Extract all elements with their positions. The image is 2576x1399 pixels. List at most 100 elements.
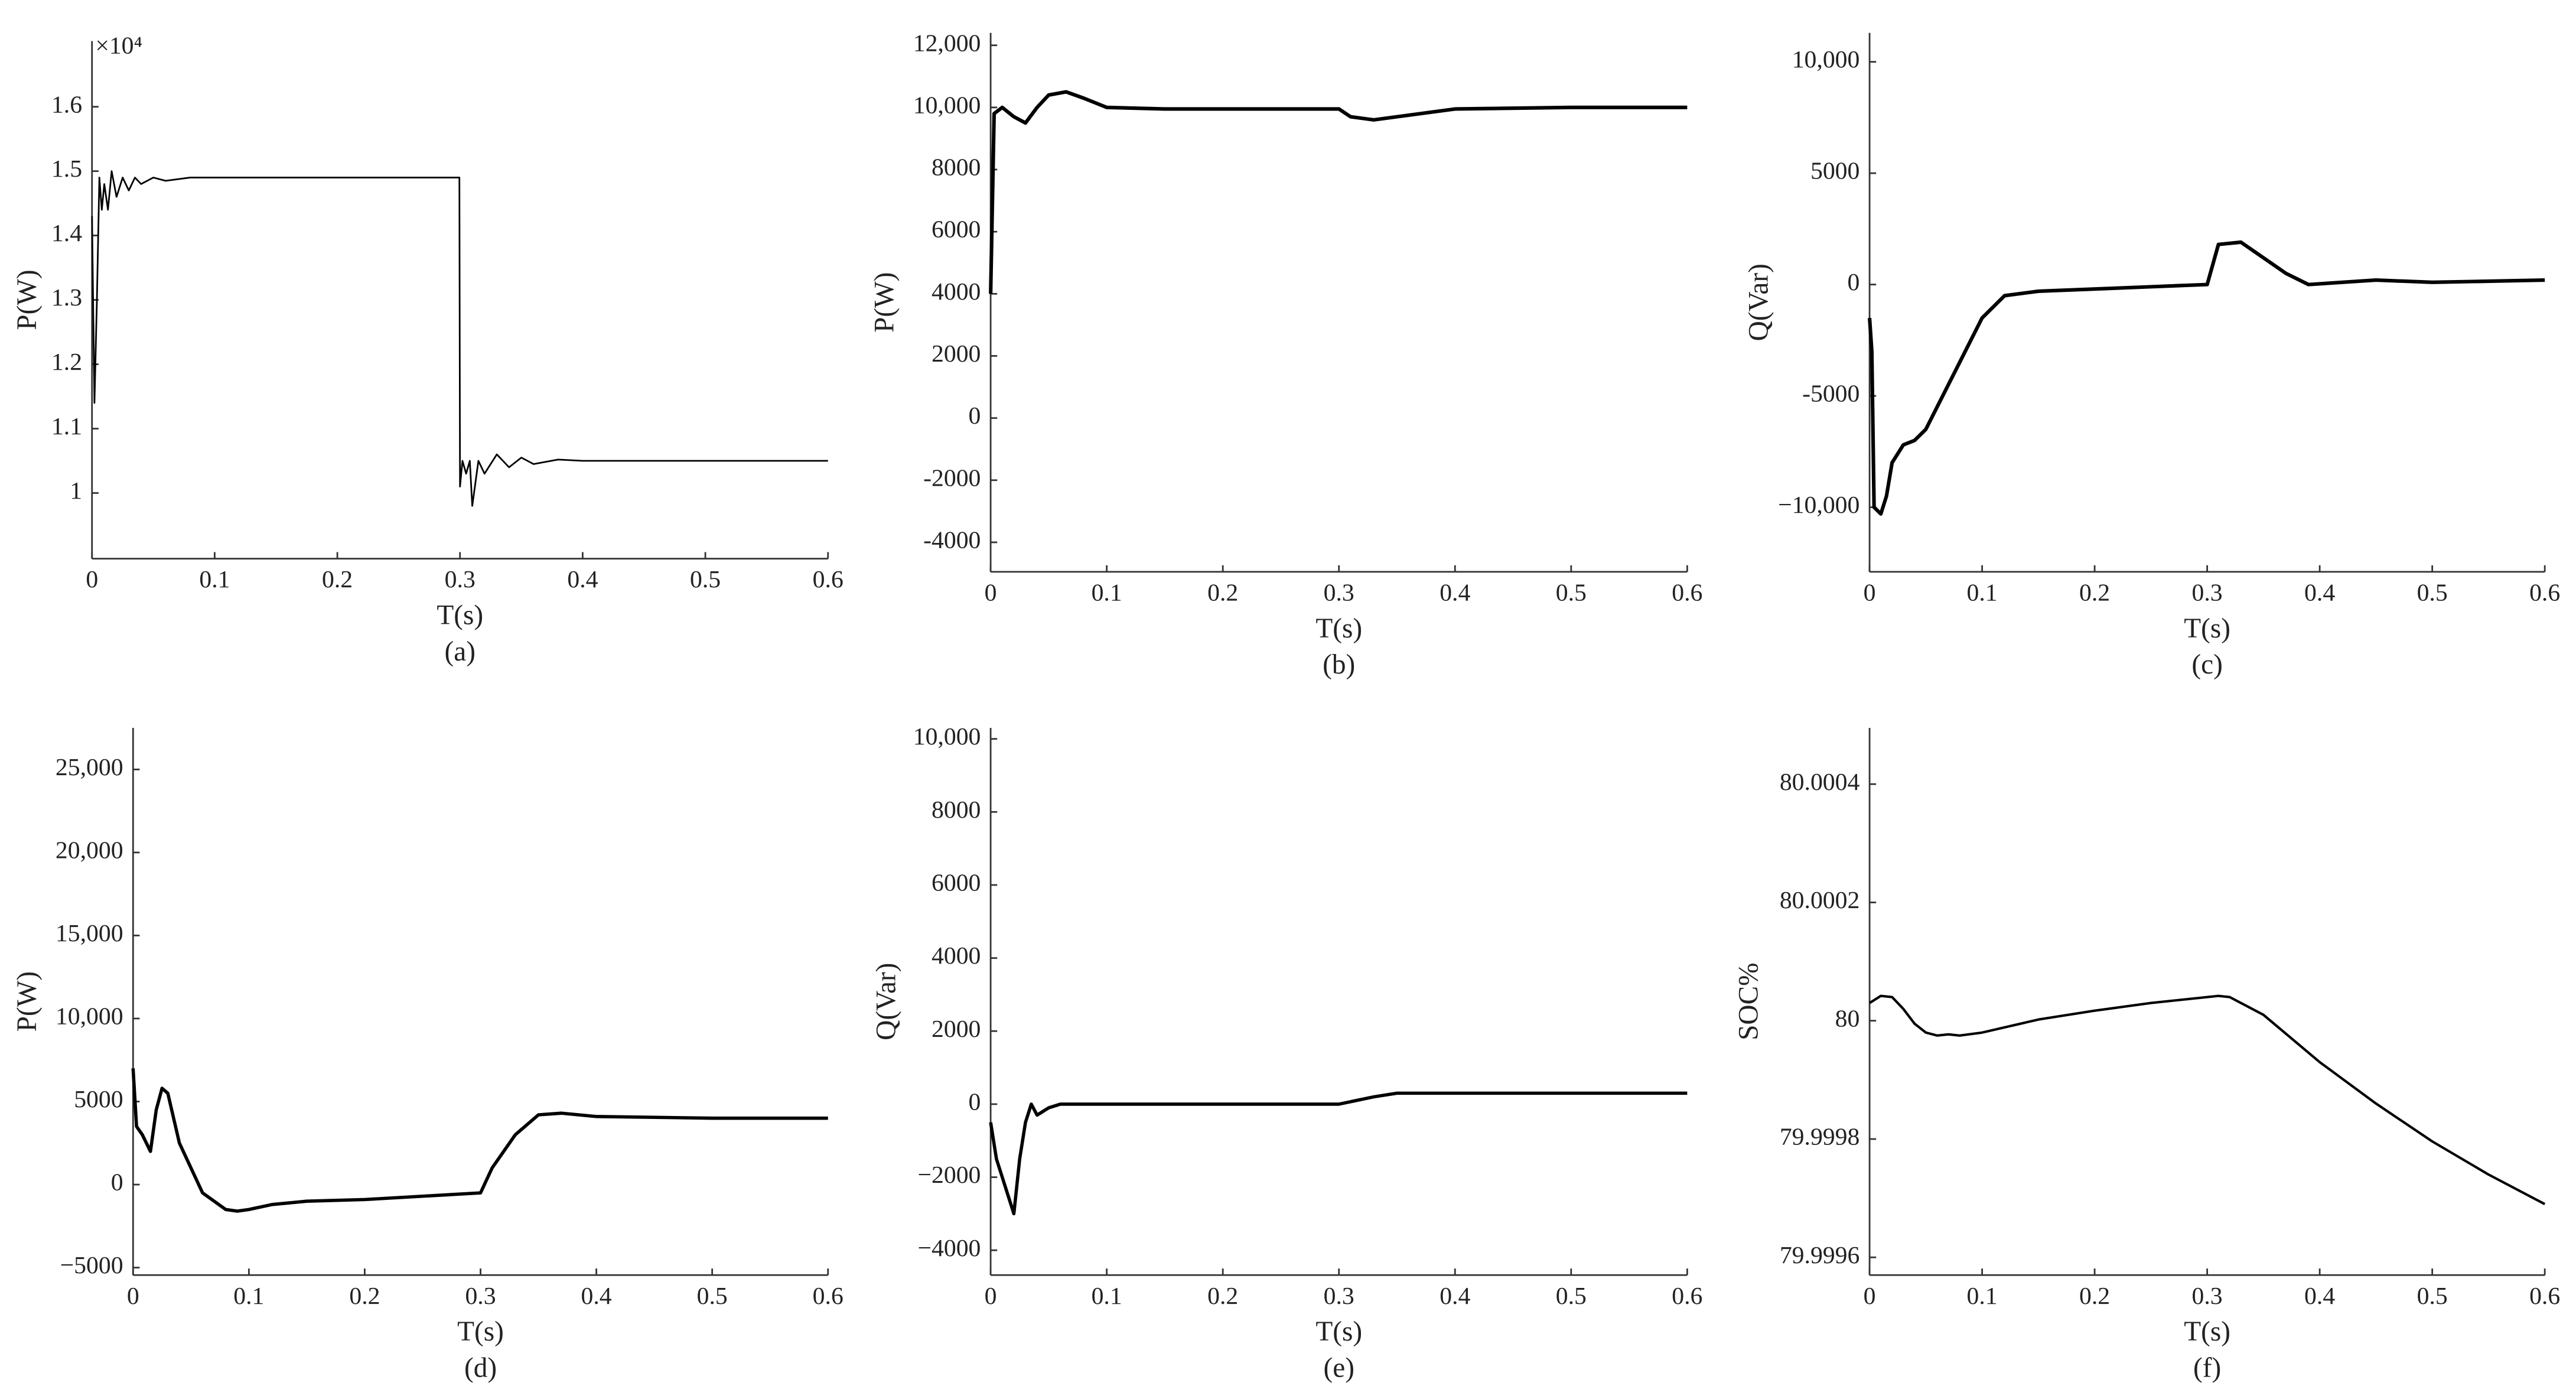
x-tick-label: 0.3 (2192, 579, 2223, 606)
y-tick-label: 4000 (932, 278, 981, 305)
x-tick-label: 0.1 (1092, 1283, 1122, 1310)
x-axis-label: T(s) (1315, 1316, 1362, 1347)
y-tick-label: 4000 (932, 942, 981, 969)
x-tick-label: 0.5 (1556, 1283, 1587, 1310)
y-tick-label: 1.3 (51, 284, 82, 311)
x-tick-label: 0.4 (1440, 579, 1470, 606)
x-tick-label: 0.2 (349, 1283, 380, 1310)
panel-caption: (a) (445, 636, 476, 667)
y-tick-label: 0 (111, 1169, 123, 1196)
x-tick-label: 0.4 (2304, 1283, 2335, 1310)
y-tick-label: −5000 (60, 1252, 123, 1279)
x-tick-label: 0.1 (1967, 579, 1998, 606)
y-tick-label: -4000 (923, 527, 981, 554)
x-tick-label: 0 (127, 1283, 139, 1310)
x-tick-label: 0.2 (2079, 1283, 2110, 1310)
y-tick-label: 1 (70, 477, 82, 505)
x-tick-label: 0.5 (2417, 579, 2448, 606)
panel-caption: (b) (1323, 649, 1355, 680)
x-tick-label: 0.1 (233, 1283, 264, 1310)
y-tick-label: 10,000 (913, 92, 981, 119)
x-tick-label: 0.1 (1967, 1283, 1998, 1310)
y-axis-label: P(W) (869, 272, 900, 333)
y-tick-label: -2000 (923, 464, 981, 492)
y-tick-label: 25,000 (56, 754, 123, 781)
x-tick-label: 0.3 (445, 566, 476, 593)
y-axis-label: Q(Var) (871, 963, 902, 1040)
y-tick-label: 80.0004 (1780, 769, 1860, 796)
x-tick-label: 0.5 (2417, 1283, 2448, 1310)
x-tick-label: 0.2 (1207, 579, 1238, 606)
x-tick-label: 0.4 (1440, 1283, 1470, 1310)
y-tick-label: 0 (969, 402, 981, 430)
data-line (989, 90, 1688, 294)
x-tick-label: 0 (1864, 1283, 1876, 1310)
panel-caption: (d) (464, 1352, 497, 1383)
y-tick-label: 2000 (932, 1016, 981, 1043)
data-line (989, 1091, 1688, 1216)
y-tick-label: 0 (1848, 269, 1860, 296)
y-tick-label: 10,000 (1792, 46, 1860, 73)
y-tick-label: 2000 (932, 340, 981, 367)
x-tick-label: 0.6 (1672, 1283, 1702, 1310)
x-axis-label: T(s) (457, 1316, 504, 1347)
y-tick-label: 10,000 (913, 723, 981, 750)
y-tick-label: 79.9996 (1780, 1242, 1860, 1269)
x-tick-label: 0.1 (1092, 579, 1122, 606)
x-tick-label: 0.4 (567, 566, 598, 593)
y-tick-label: 1.2 (51, 349, 82, 376)
y-axis-label: Q(Var) (1743, 263, 1774, 341)
y-tick-label: 1.6 (51, 91, 82, 118)
data-line (1868, 240, 2545, 516)
x-tick-label: 0.5 (1556, 579, 1587, 606)
y-tick-label: 79.9998 (1780, 1124, 1860, 1151)
y-tick-label: −10,000 (1778, 492, 1859, 519)
x-axis-label: T(s) (2184, 1316, 2230, 1347)
x-tick-label: 0.6 (2529, 1283, 2560, 1310)
y-tick-label: 6000 (932, 870, 981, 897)
x-axis-label: T(s) (437, 600, 483, 631)
x-tick-label: 0.4 (2304, 579, 2335, 606)
panel-caption: (e) (1323, 1352, 1354, 1383)
x-tick-label: 0.6 (813, 566, 844, 593)
x-tick-label: 0.3 (465, 1283, 496, 1310)
y-tick-label: 15,000 (56, 920, 123, 947)
y-tick-label: 1.5 (51, 155, 82, 183)
data-line (1868, 994, 2546, 1205)
x-axis-label: T(s) (1315, 613, 1362, 644)
y-axis-label: SOC% (1734, 963, 1764, 1040)
y-tick-label: 12,000 (913, 30, 981, 57)
x-tick-label: 0.4 (581, 1283, 612, 1310)
y-tick-label: 5000 (1810, 158, 1859, 185)
x-tick-label: 0.6 (2529, 579, 2560, 606)
y-tick-label: 20,000 (56, 837, 123, 864)
panel-caption: (f) (2193, 1352, 2221, 1383)
x-axis-label: T(s) (2184, 613, 2230, 644)
y-tick-label: 80 (1835, 1005, 1860, 1032)
data-line (91, 170, 828, 507)
y-tick-label: 8000 (932, 154, 981, 181)
x-tick-label: 0.6 (1672, 579, 1702, 606)
x-tick-label: 0 (985, 1283, 997, 1310)
y-tick-label: −4000 (917, 1235, 981, 1262)
panel-caption: (c) (2191, 649, 2222, 680)
y-axis-label: P(W) (12, 269, 43, 330)
x-tick-label: 0.3 (1324, 1283, 1354, 1310)
x-tick-label: 0 (1864, 579, 1876, 606)
y-tick-label: 1.1 (51, 413, 82, 440)
y-tick-label: −2000 (917, 1162, 981, 1189)
y-tick-label: 5000 (74, 1086, 123, 1113)
y-tick-label: 8000 (932, 796, 981, 824)
axis-multiplier: ×10⁴ (95, 32, 142, 59)
x-tick-label: 0.2 (1207, 1283, 1238, 1310)
y-tick-label: 80.0002 (1780, 887, 1860, 914)
y-axis-label: P(W) (12, 971, 43, 1032)
y-tick-label: 1.4 (51, 220, 82, 247)
x-tick-label: 0.5 (690, 566, 721, 593)
y-tick-label: 0 (969, 1089, 981, 1116)
x-tick-label: 0 (985, 579, 997, 606)
x-tick-label: 0.1 (199, 566, 230, 593)
y-tick-label: 6000 (932, 216, 981, 243)
x-tick-label: 0.2 (2079, 579, 2110, 606)
